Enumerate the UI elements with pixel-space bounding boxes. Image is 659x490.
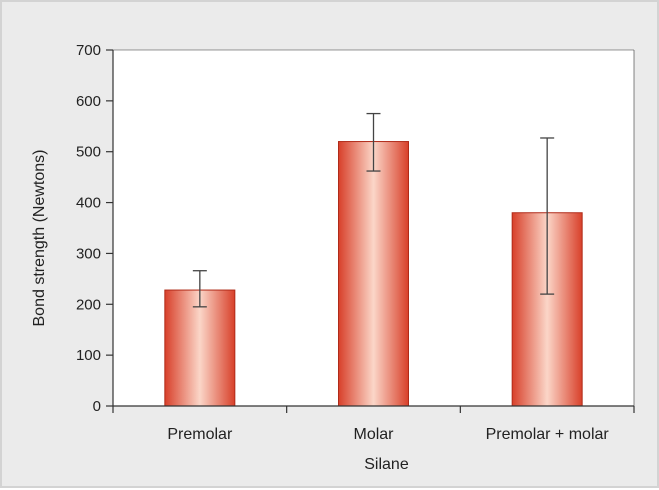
x-tick-label: Premolar (167, 426, 233, 443)
y-tick-labels: 0 100 200 300 400 500 600 700 (76, 42, 101, 415)
y-tick-label: 300 (76, 245, 101, 262)
x-tick-label: Premolar + molar (486, 426, 610, 443)
y-tick-label: 100 (76, 347, 101, 364)
y-tick-label: 0 (93, 398, 101, 415)
y-tick-label: 500 (76, 144, 101, 161)
x-tick-label: Molar (353, 426, 394, 443)
bar-molar (338, 141, 409, 407)
x-category-labels: Premolar Molar Premolar + molar (167, 426, 609, 443)
error-bars (192, 112, 555, 308)
axes (106, 49, 635, 413)
y-axis-label: Bond strength (Newtons) (31, 150, 48, 327)
y-tick-label: 700 (76, 42, 101, 59)
y-tick-label: 400 (76, 195, 101, 212)
bar-premolar (164, 289, 236, 407)
y-tick-label: 600 (76, 93, 101, 110)
y-tick-label: 200 (76, 296, 101, 313)
x-axis-label: Silane (364, 456, 409, 473)
